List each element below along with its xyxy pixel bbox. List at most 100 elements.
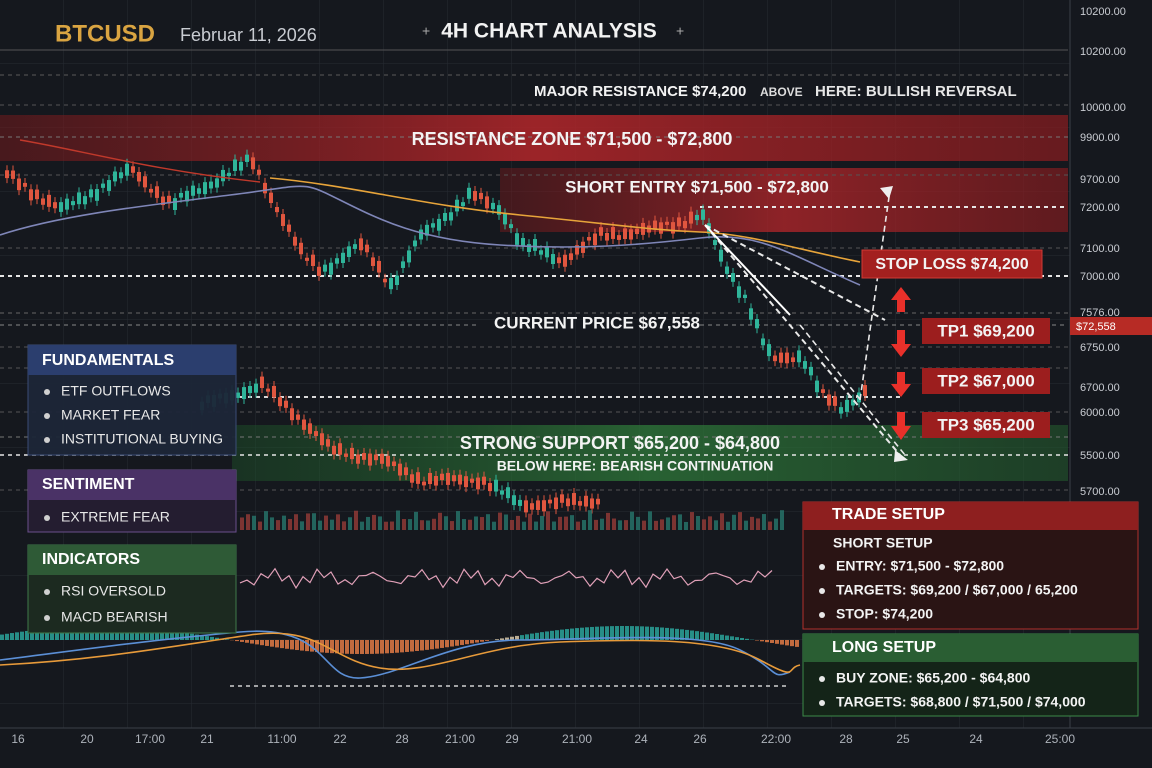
macd-bar [665, 627, 669, 640]
candle-body [653, 220, 657, 230]
volume-bar [312, 513, 316, 530]
candle-body [113, 171, 117, 182]
candle-body [443, 213, 447, 221]
candle-body [677, 217, 681, 227]
candle-body [392, 461, 396, 467]
volume-bar [600, 518, 604, 530]
macd-bar [345, 640, 349, 654]
volume-bar [408, 519, 412, 530]
macd-bar [740, 637, 744, 640]
volume-bar [462, 519, 466, 530]
price-axis-label: 5500.00 [1080, 450, 1120, 462]
list-item: INSTITUTIONAL BUYING [61, 431, 223, 447]
setup-subtitle: SHORT SETUP [833, 535, 933, 551]
macd-bar [135, 627, 139, 640]
candle-body [107, 180, 111, 191]
volume-bar [336, 514, 340, 530]
macd-bar [680, 629, 684, 640]
macd-bar [160, 629, 164, 640]
volume-bar [612, 518, 616, 530]
volume-bar [402, 519, 406, 530]
candle-body [431, 223, 435, 228]
macd-bar [625, 626, 629, 640]
macd-bar [670, 628, 674, 640]
volume-bar [498, 512, 502, 530]
candle-body [791, 357, 795, 363]
candle-body [629, 229, 633, 240]
volume-bar [294, 514, 298, 530]
date: Februar 11, 2026 [180, 25, 317, 45]
macd-bar [525, 634, 529, 640]
price-axis-label: 7000.00 [1080, 271, 1120, 283]
time-axis-label: 25 [896, 732, 910, 746]
macd-bar [725, 635, 729, 640]
macd-bar [295, 640, 299, 651]
macd-bar [795, 640, 799, 647]
macd-bar [635, 626, 639, 640]
candle-body [473, 191, 477, 201]
candle-body [47, 194, 51, 207]
candle-body [278, 397, 282, 407]
macd-bar [365, 640, 369, 654]
volume-bar [570, 515, 574, 530]
volume-bar [684, 521, 688, 530]
macd-bar [280, 640, 284, 649]
candle-body [821, 389, 825, 393]
bullet [819, 700, 825, 706]
candle-body [41, 198, 45, 205]
time-axis-label: 25:00 [1045, 732, 1075, 746]
candle-body [833, 396, 837, 406]
panel-title: FUNDAMENTALS [42, 352, 174, 369]
major-note: ABOVE [760, 85, 803, 99]
candle-body [701, 209, 705, 220]
candle-body [566, 498, 570, 507]
macd-bar [380, 640, 384, 654]
volume-bar [240, 517, 244, 530]
bullet [819, 588, 825, 594]
time-axis-label: 21:00 [562, 732, 592, 746]
candle-body [725, 266, 729, 274]
price-axis-label: 9700.00 [1080, 174, 1120, 186]
volume-bar [744, 520, 748, 530]
candle-body [341, 252, 345, 263]
candle-body [419, 229, 423, 240]
macd-bar [385, 640, 389, 654]
macd-bar [65, 627, 69, 640]
candle-body [245, 154, 249, 162]
candle-body [521, 238, 525, 247]
candle-body [254, 383, 258, 393]
macd-bar [310, 640, 314, 652]
candle-body [197, 188, 201, 194]
candle-body [455, 199, 459, 212]
candle-body [461, 202, 465, 207]
price-axis-label: 7200.00 [1080, 202, 1120, 214]
macd-bar [25, 630, 29, 640]
candle-body [242, 387, 246, 400]
candle-body [347, 246, 351, 257]
candle-body [149, 188, 153, 193]
macd-bar [770, 640, 774, 643]
macd-bar [620, 626, 624, 640]
candle-body [755, 319, 759, 329]
candle-body [578, 501, 582, 506]
volume-bar [258, 521, 262, 530]
candle-body [362, 453, 366, 460]
candle-body [548, 499, 552, 504]
macd-bar [640, 626, 644, 640]
macd-bar [515, 635, 519, 640]
candle-body [338, 443, 342, 455]
macd-bar [500, 638, 504, 640]
candle-body [542, 500, 546, 512]
volume-bar [624, 520, 628, 530]
candle-body [11, 170, 15, 179]
macd-bar [210, 636, 214, 640]
macd-bar [790, 640, 794, 647]
macd-bar [745, 638, 749, 640]
candle-body [353, 244, 357, 249]
candle-body [380, 453, 384, 464]
price-axis-label: 7576.00 [1080, 307, 1120, 319]
candle-body [413, 240, 417, 247]
macd-bar [170, 630, 174, 640]
volume-bar [264, 511, 268, 530]
candle-body [326, 439, 330, 447]
